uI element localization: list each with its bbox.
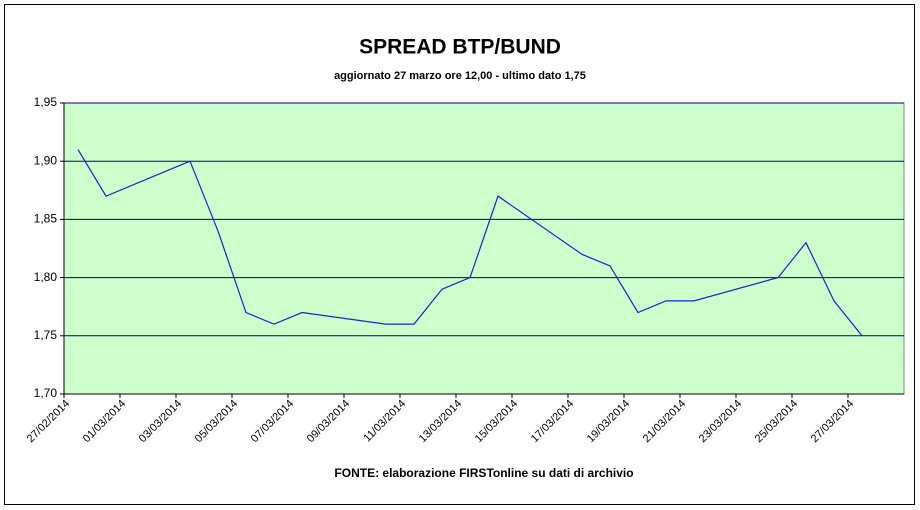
y-tick-label: 1,95 — [34, 95, 58, 109]
y-tick-label: 1,75 — [34, 328, 58, 342]
y-tick-label: 1,90 — [34, 153, 58, 167]
chart-subtitle: aggiornato 27 marzo ore 12,00 - ultimo d… — [334, 70, 586, 82]
data-line — [77, 149, 863, 337]
source-note: FONTE: elaborazione FIRSTonline su dati … — [334, 466, 633, 480]
plot-area — [63, 102, 905, 395]
y-tick-label: 1,70 — [34, 386, 58, 400]
chart-title: SPREAD BTP/BUND — [359, 36, 561, 59]
y-tick-label: 1,85 — [34, 212, 58, 226]
y-tick-label: 1,80 — [34, 270, 58, 284]
